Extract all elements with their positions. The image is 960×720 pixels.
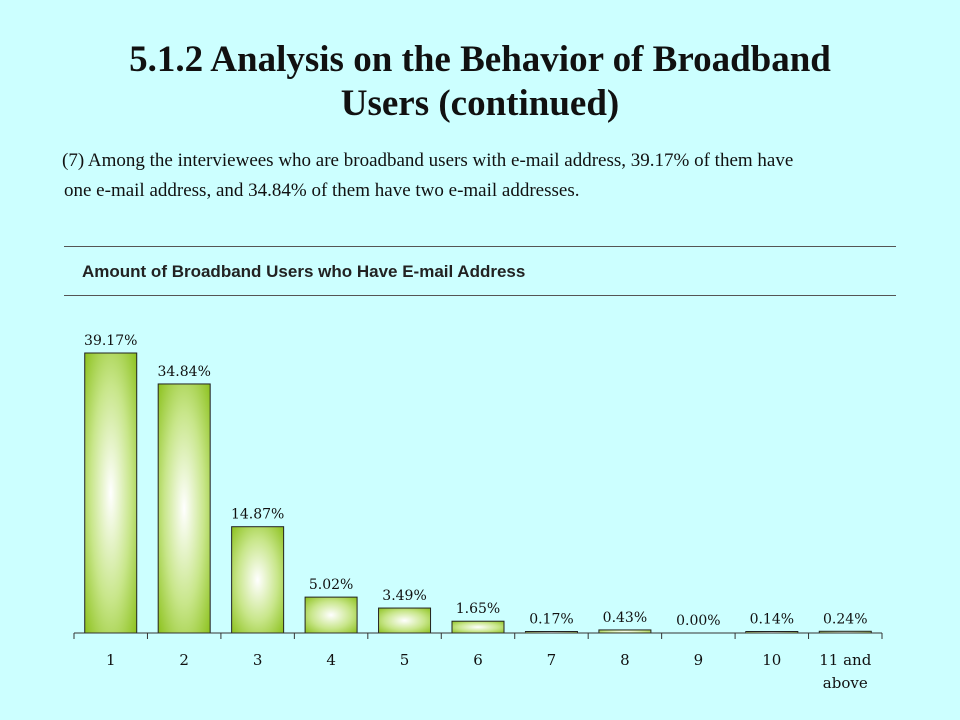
chart-title: Amount of Broadband Users who Have E-mai… bbox=[82, 262, 526, 281]
x-tick-label: 7 bbox=[547, 651, 557, 669]
x-tick-label: 10 bbox=[762, 651, 781, 669]
x-tick-label: 9 bbox=[694, 651, 704, 669]
page-title: 5.1.2 Analysis on the Behavior of Broadb… bbox=[0, 38, 960, 126]
bar-6 bbox=[451, 620, 505, 634]
x-tick-label: 8 bbox=[620, 651, 630, 669]
data-label: 1.65% bbox=[456, 601, 500, 617]
bar-1 bbox=[84, 352, 138, 634]
x-axis-ticks bbox=[73, 633, 883, 639]
x-tick-label: 3 bbox=[253, 651, 263, 669]
data-label: 0.17% bbox=[529, 612, 573, 628]
chart-top-rule bbox=[64, 246, 896, 247]
x-tick-label: 2 bbox=[179, 651, 189, 669]
bar-4 bbox=[304, 596, 358, 634]
data-labels: 39.17% 34.84% 14.87% 5.02% 3.49% 1.65% 0.17% 0.… bbox=[84, 333, 867, 629]
x-axis-labels: 1 2 3 4 5 6 7 8 9 10 11 and above bbox=[106, 651, 872, 692]
description: (7) Among the interviewees who are broad… bbox=[62, 146, 954, 206]
data-label: 0.14% bbox=[750, 612, 794, 628]
bar-5 bbox=[378, 607, 432, 634]
x-tick-label: 5 bbox=[400, 651, 410, 669]
chart-title-rule bbox=[64, 295, 896, 296]
data-label: 5.02% bbox=[309, 577, 353, 593]
data-label: 0.00% bbox=[676, 613, 720, 629]
bar-3 bbox=[231, 526, 285, 634]
data-label: 0.43% bbox=[603, 610, 647, 626]
page-title-line1: 5.1.2 Analysis on the Behavior of Broadb… bbox=[129, 39, 831, 80]
data-label: 14.87% bbox=[231, 507, 284, 523]
data-label: 3.49% bbox=[382, 588, 426, 604]
x-tick-label: 11 and above bbox=[819, 651, 871, 692]
x-tick-label: 6 bbox=[473, 651, 483, 669]
x-tick-label: 1 bbox=[106, 651, 116, 669]
bars-layer bbox=[84, 352, 872, 634]
description-line1: (7) Among the interviewees who are broad… bbox=[62, 150, 794, 171]
data-label: 0.24% bbox=[823, 611, 867, 627]
description-line2: one e-mail address, and 34.84% of them h… bbox=[64, 180, 580, 201]
bar-2 bbox=[157, 383, 211, 634]
data-label: 39.17% bbox=[84, 333, 137, 349]
x-tick-label: 4 bbox=[326, 651, 336, 669]
data-label: 34.84% bbox=[157, 364, 210, 380]
page-title-line2: Users (continued) bbox=[340, 83, 620, 124]
